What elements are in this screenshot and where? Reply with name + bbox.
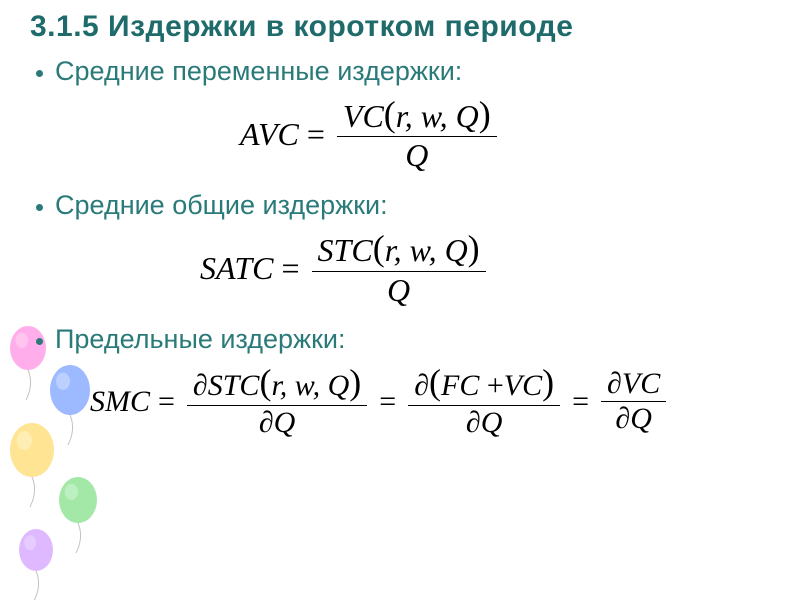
smc-t2-right: VC [504, 369, 542, 402]
formula-satc: SATC = STC(r, w, Q) Q [200, 229, 780, 308]
avc-num-fn: VC [343, 98, 384, 134]
smc-t3-den: Q [630, 402, 652, 435]
satc-den: Q [381, 272, 416, 309]
satc-lhs: SATC [200, 250, 274, 287]
slide-title: 3.1.5 Издержки в коротком периоде [30, 10, 780, 44]
bullet-satc-text: Средние общие издержки: [55, 190, 388, 221]
smc-t2-den: Q [481, 406, 503, 439]
smc-t2-op: + [487, 369, 504, 402]
smc-t1-fn: STC [208, 369, 260, 402]
partial-2a: ∂ [414, 369, 429, 402]
smc-t3-num: VC [622, 367, 660, 400]
bullet-avc-text: Средние переменные издержки: [55, 56, 462, 87]
bullet-dot-icon [36, 70, 43, 77]
smc-t1-den: Q [274, 406, 296, 439]
bullet-dot-icon [36, 204, 43, 211]
partial-1b: ∂ [259, 406, 274, 439]
slide-content: 3.1.5 Издержки в коротком периоде Средни… [0, 0, 800, 466]
formula-smc: SMC = ∂STC(r, w, Q) ∂Q = ∂(FC +VC) ∂Q = … [90, 363, 780, 440]
partial-2b: ∂ [466, 406, 481, 439]
avc-args: r, w, Q [396, 98, 479, 134]
avc-lhs: AVC [240, 116, 299, 153]
avc-den: Q [399, 137, 434, 174]
bullet-dot-icon [36, 338, 43, 345]
partial-1a: ∂ [193, 369, 208, 402]
formula-avc: AVC = VC(r, w, Q) Q [240, 95, 780, 174]
bullet-smc-text: Предельные издержки: [55, 324, 346, 355]
partial-3b: ∂ [615, 402, 630, 435]
bullet-avc: Средние переменные издержки: [36, 56, 780, 87]
satc-num-fn: STC [318, 232, 373, 268]
bullet-satc: Средние общие издержки: [36, 190, 780, 221]
satc-args: r, w, Q [385, 232, 468, 268]
smc-t2-left: FC [441, 369, 479, 402]
partial-3a: ∂ [607, 367, 622, 400]
smc-t1-args: r, w, Q [271, 369, 349, 402]
bullet-smc: Предельные издержки: [36, 324, 780, 355]
smc-lhs: SMC [90, 385, 150, 419]
